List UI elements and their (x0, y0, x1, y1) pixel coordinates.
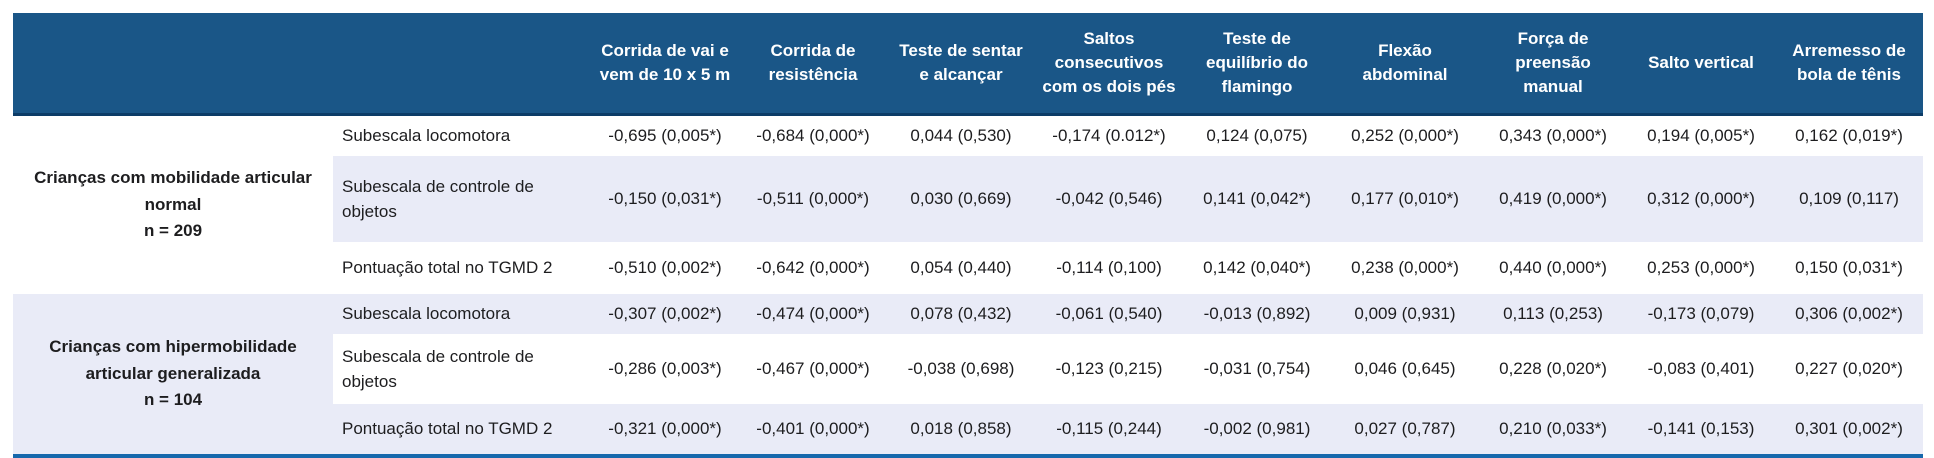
column-header: Corrida de resistência (739, 13, 887, 116)
row-label: Subescala locomotora (333, 294, 591, 334)
data-cell: 0,301 (0,002*) (1775, 404, 1923, 456)
row-label: Subescala locomotora (342, 126, 511, 146)
group-label-normal-mobility: Crianças com mobilidade articular normal… (13, 114, 333, 294)
data-cell: -0,123 (0,215) (1055, 359, 1163, 378)
group-label-hypermobility: Crianças com hipermobilidade articular g… (13, 294, 333, 456)
data-cell: 0,210 (0,033*) (1479, 404, 1627, 456)
data-cell: 0,142 (0,040*) (1203, 258, 1311, 277)
data-cell: 0,227 (0,020*) (1795, 359, 1903, 378)
data-cell: 0,440 (0,000*) (1499, 258, 1607, 277)
data-cell: -0,002 (0,981) (1183, 404, 1331, 456)
data-cell: 0,109 (0,117) (1775, 156, 1923, 242)
data-cell: -0,642 (0,000*) (756, 258, 870, 277)
table-row: Subescala de controle de objetos -0,286 … (13, 334, 1923, 404)
data-cell: 0,078 (0,432) (887, 294, 1035, 334)
data-cell: 0,030 (0,669) (887, 156, 1035, 242)
data-cell: -0,174 (0.012*) (1052, 126, 1166, 145)
table-row: Crianças com hipermobilidade articular g… (13, 294, 1923, 456)
data-cell: -0,474 (0,000*) (739, 294, 887, 334)
data-cell: 0,238 (0,000*) (1351, 258, 1459, 277)
row-label: Pontuação total no TGMD 2 (342, 258, 553, 278)
data-cell: -0,038 (0,698) (907, 359, 1015, 378)
data-cell: 0,194 (0,005*) (1647, 126, 1755, 145)
header-corner-subscale (333, 13, 591, 116)
data-cell: 0,018 (0,858) (887, 404, 1035, 456)
data-cell: -0,061 (0,540) (1035, 294, 1183, 334)
group-name: Crianças com hipermobilidade articular g… (49, 337, 297, 383)
data-cell: 0,054 (0,440) (910, 258, 1012, 277)
row-label: Pontuação total no TGMD 2 (333, 404, 591, 456)
data-cell: -0,684 (0,000*) (756, 126, 870, 145)
data-cell: 0,124 (0,075) (1206, 126, 1308, 145)
data-cell: 0,253 (0,000*) (1647, 258, 1755, 277)
data-cell: -0,150 (0,031*) (591, 156, 739, 242)
table-row: Pontuação total no TGMD 2 -0,510 (0,002*… (13, 242, 1923, 294)
data-cell: -0,042 (0,546) (1035, 156, 1183, 242)
header-corner-group (13, 13, 333, 116)
group-sample-size: n = 209 (143, 221, 203, 241)
data-cell: 0,252 (0,000*) (1351, 126, 1459, 145)
data-cell: -0,083 (0,401) (1647, 359, 1755, 378)
column-header: Corrida de vai e vem de 10 x 5 m (591, 13, 739, 116)
table-row: Subescala de controle de objetos -0,150 … (13, 156, 1923, 242)
row-label: Subescala de controle de objetos (342, 346, 534, 392)
data-cell: 0,113 (0,253) (1479, 294, 1627, 334)
data-cell: 0,150 (0,031*) (1795, 258, 1903, 277)
column-header: Arremesso de bola de tênis (1775, 13, 1923, 116)
data-cell: -0,307 (0,002*) (591, 294, 739, 334)
data-cell: 0,009 (0,931) (1331, 294, 1479, 334)
data-cell: -0,013 (0,892) (1183, 294, 1331, 334)
data-cell: 0,046 (0,645) (1354, 359, 1456, 378)
table-header-row: Corrida de vai e vem de 10 x 5 m Corrida… (13, 13, 1923, 116)
data-cell: 0,027 (0,787) (1331, 404, 1479, 456)
data-cell: 0,306 (0,002*) (1775, 294, 1923, 334)
data-cell: 0,177 (0,010*) (1331, 156, 1479, 242)
data-cell: -0,141 (0,153) (1627, 404, 1775, 456)
column-header: Teste de sentar e alcançar (887, 13, 1035, 116)
data-cell: 0,228 (0,020*) (1499, 359, 1607, 378)
group-sample-size: n = 104 (143, 390, 203, 410)
data-cell: 0,141 (0,042*) (1183, 156, 1331, 242)
data-cell: -0,286 (0,003*) (608, 359, 722, 378)
column-header: Teste de equilíbrio do flamingo (1183, 13, 1331, 116)
data-cell: -0,510 (0,002*) (608, 258, 722, 277)
data-cell: -0,511 (0,000*) (739, 156, 887, 242)
data-cell: -0,467 (0,000*) (756, 359, 870, 378)
column-header: Saltos consecutivos com os dois pés (1035, 13, 1183, 116)
data-cell: -0,031 (0,754) (1203, 359, 1311, 378)
correlation-table: Corrida de vai e vem de 10 x 5 m Corrida… (13, 13, 1923, 458)
row-label: Subescala de controle de objetos (333, 156, 591, 242)
data-cell: -0,695 (0,005*) (608, 126, 722, 145)
data-cell: 0,343 (0,000*) (1499, 126, 1607, 145)
data-cell: -0,321 (0,000*) (591, 404, 739, 456)
data-cell: 0,312 (0,000*) (1627, 156, 1775, 242)
group-name: Crianças com mobilidade articular normal (34, 168, 312, 214)
data-cell: -0,401 (0,000*) (739, 404, 887, 456)
column-header: Força de preensão manual (1479, 13, 1627, 116)
data-cell: -0,114 (0,100) (1056, 258, 1162, 277)
column-header: Flexão abdominal (1331, 13, 1479, 116)
data-cell: -0,115 (0,244) (1035, 404, 1183, 456)
correlation-table-container: Corrida de vai e vem de 10 x 5 m Corrida… (13, 13, 1923, 458)
data-cell: 0,162 (0,019*) (1795, 126, 1903, 145)
column-header: Salto vertical (1627, 13, 1775, 116)
data-cell: 0,044 (0,530) (910, 126, 1012, 145)
table-row: Crianças com mobilidade articular normal… (13, 114, 1923, 294)
data-cell: 0,419 (0,000*) (1479, 156, 1627, 242)
data-cell: -0,173 (0,079) (1627, 294, 1775, 334)
